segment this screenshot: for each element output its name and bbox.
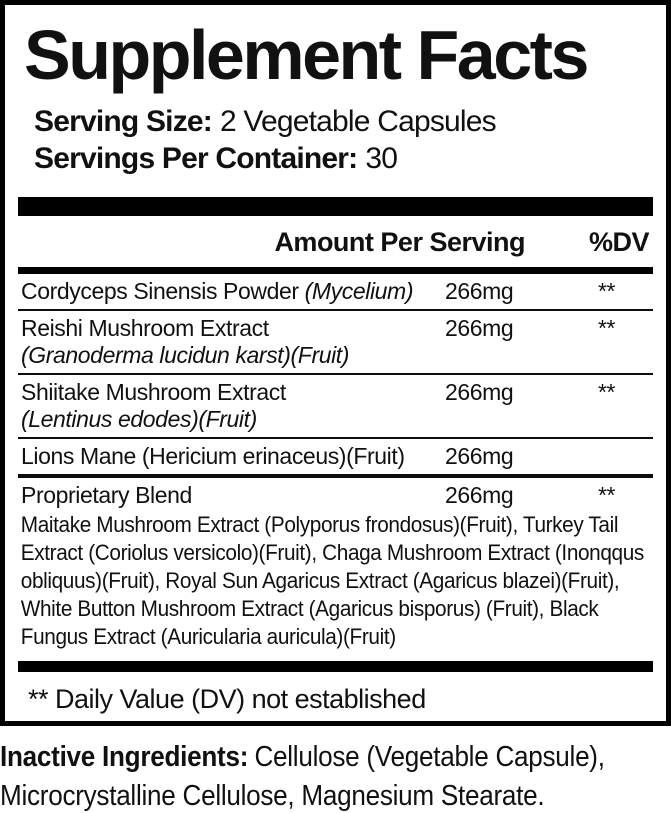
ingredient-name: Cordyceps Sinensis Powder (Mycelium) (21, 277, 414, 304)
ingredient-amount: 266mg (445, 442, 514, 469)
ingredient-rows: Cordyceps Sinensis Powder (Mycelium) 266… (18, 274, 653, 655)
ingredient-row-shiitake: Shiitake Mushroom Extract 266mg ** (Lent… (18, 375, 653, 439)
ingredient-dv: ** (597, 277, 616, 304)
ingredient-name: Proprietary Blend (21, 481, 192, 508)
percent-dv-header: %DV (588, 226, 650, 257)
ingredient-dv: ** (597, 378, 616, 405)
ingredient-row-proprietary-blend: Proprietary Blend 266mg ** Maitake Mushr… (18, 478, 653, 655)
servings-per-container-value: 30 (365, 141, 398, 175)
ingredient-subname: (Granoderma lucidun karst)(Fruit) (21, 341, 350, 368)
divider-bar-thick (18, 196, 653, 216)
inactive-ingredients-value: Cellulose (Vegetable Capsule), Microcrys… (0, 741, 605, 812)
ingredient-amount: 266mg (445, 378, 514, 405)
servings-per-container-line: Servings Per Container: 30 (34, 140, 653, 177)
serving-size-label: Serving Size: (34, 104, 213, 138)
inactive-ingredients: Inactive Ingredients: Cellulose (Vegetabl… (0, 738, 671, 813)
ingredient-row-cordyceps: Cordyceps Sinensis Powder (Mycelium) 266… (18, 274, 653, 311)
ingredient-subname: (Lentinus edodes)(Fruit) (21, 405, 257, 432)
ingredient-dv: ** (597, 481, 616, 508)
ingredient-dv: ** (597, 314, 616, 341)
ingredient-name: Lions Mane (Hericium erinaceus)(Fruit) (21, 442, 405, 469)
serving-info: Serving Size: 2 Vegetable Capsules Servin… (34, 103, 653, 177)
ingredient-name: Reishi Mushroom Extract (21, 314, 269, 341)
amount-per-serving-header: Amount Per Serving (274, 226, 525, 257)
supplement-facts-panel: Supplement Facts Serving Size: 2 Vegetabl… (0, 0, 671, 726)
divider-bar-medium (18, 266, 653, 274)
servings-per-container-label: Servings Per Container: (34, 141, 358, 175)
ingredient-amount: 266mg (445, 277, 514, 304)
column-header-row: Amount Per Serving %DV (18, 216, 653, 267)
ingredient-row-reishi: Reishi Mushroom Extract 266mg ** (Granod… (18, 311, 653, 375)
ingredient-amount: 266mg (445, 481, 514, 508)
serving-size-line: Serving Size: 2 Vegetable Capsules (34, 103, 653, 140)
inactive-ingredients-label: Inactive Ingredients: (0, 741, 249, 773)
divider-bar-bottom (18, 660, 653, 672)
panel-title: Supplement Facts (24, 16, 589, 94)
ingredient-amount: 266mg (445, 314, 514, 341)
ingredient-name-latin: (Mycelium) (304, 277, 414, 304)
serving-size-value: 2 Vegetable Capsules (220, 104, 497, 138)
proprietary-blend-description: Maitake Mushroom Extract (Polyporus fron… (20, 511, 645, 649)
ingredient-name: Shiitake Mushroom Extract (21, 378, 286, 405)
ingredient-row-lions-mane: Lions Mane (Hericium erinaceus)(Fruit) 2… (18, 439, 653, 478)
daily-value-footnote: ** Daily Value (DV) not established (28, 683, 426, 714)
